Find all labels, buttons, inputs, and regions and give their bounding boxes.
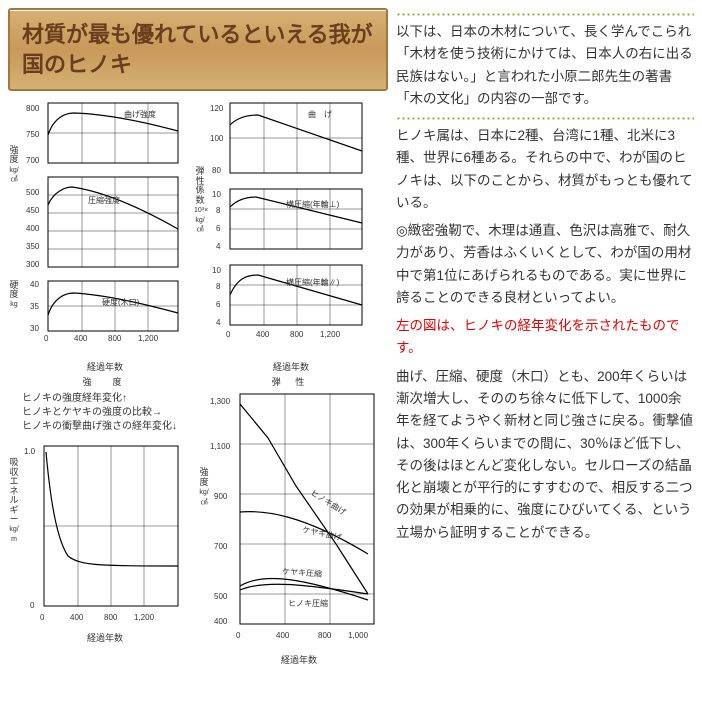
chart4-label4: ヒノキ圧縮 [288,598,328,608]
svg-text:700: 700 [26,156,40,165]
double-circle-mark: ◎ [396,220,408,242]
svg-text:4: 4 [216,318,221,327]
svg-text:6: 6 [216,224,221,233]
chart1-svg: 曲げ強度 700750800 圧縮強度 300350400450500 [20,97,190,357]
chart2-panel2-label: 横圧縮(年輪⊥) [286,199,340,209]
svg-text:35: 35 [30,302,39,311]
chart-elastic: 弾性係数10³×kg/㎠ 曲 げ 80100120 [194,97,376,388]
svg-text:400: 400 [26,224,40,233]
svg-text:400: 400 [70,613,84,622]
dot-separator-2 [396,116,694,121]
svg-text:450: 450 [26,206,40,215]
svg-text:80: 80 [212,166,221,175]
chart2-svg: 曲 げ 80100120 横圧縮(年輪⊥) 46810 [206,97,376,357]
svg-text:0: 0 [226,330,231,339]
chart4-svg: ヒノキ曲げ ケヤキ曲げ ケヤキ圧縮 ヒノキ圧縮 400 500 700 900 … [210,388,388,648]
body3-text: 曲げ、圧縮、硬度（木口）とも、200年くらいは漸次増大し、そののち徐々に低下して… [396,366,694,544]
svg-text:800: 800 [104,613,118,622]
chart-impact: 吸収エネルギーkg/m 1.0 0 0 400 800 1,200 [8,438,194,644]
svg-text:1,000: 1,000 [348,631,369,640]
chart3-xlabel: 経過年数 [20,631,190,644]
svg-text:6: 6 [216,300,221,309]
right-column: 以下は、日本の木材について、長く学んでこられ「木材を使う技術にかけては、日本人の… [396,8,694,666]
chart-comparison: 強度kg/㎠ [198,388,388,666]
chart1-panel3-label: 硬度(木口) [102,297,140,307]
body2-inner: 緻密強靭で、木理は通直、色沢は高雅で、耐久力があり、芳香はふくいくとして、わが国… [396,223,691,305]
svg-text:1,200: 1,200 [138,334,159,343]
svg-text:10: 10 [212,190,221,199]
svg-text:10: 10 [212,266,221,275]
svg-text:800: 800 [26,104,40,113]
red-caption: 左の図は、ヒノキの経年変化を示されたものです。 [396,315,694,360]
chart2-panel1-label: 曲 げ [308,109,332,119]
svg-text:900: 900 [214,492,228,501]
chart2-panel3-label: 横圧縮(年輪∥) [286,277,340,287]
svg-text:400: 400 [276,631,290,640]
svg-text:350: 350 [26,242,40,251]
svg-text:750: 750 [26,130,40,139]
chart4-xlabel: 経過年数 [210,653,388,666]
svg-text:1,200: 1,200 [320,330,341,339]
svg-text:500: 500 [26,188,40,197]
dot-separator-top [396,12,694,17]
svg-text:8: 8 [216,282,221,291]
svg-text:500: 500 [214,592,228,601]
svg-text:0: 0 [30,601,35,610]
chart2-ylabel: 弾性係数10³×kg/㎠ [194,167,206,233]
svg-text:120: 120 [210,104,224,113]
chart-strength: 強度kg/㎠ 硬度kg 曲げ強度 700 750 800 [8,97,190,388]
caption-block: ヒノキの強度経年変化↑ ヒノキとケヤキの強度の比較→ ヒノキの衝撃曲げ強さの経年… [8,388,194,438]
top-chart-row: 強度kg/㎠ 硬度kg 曲げ強度 700750800 [8,97,388,388]
svg-text:8: 8 [216,206,221,215]
svg-text:100: 100 [210,134,224,143]
chart1-ylabel-bot: 硬度kg [8,281,20,309]
svg-text:0: 0 [236,631,241,640]
svg-text:0: 0 [40,613,45,622]
chart1-panel1-label: 曲げ強度 [124,109,156,119]
chart4-label2: ケヤキ曲げ [302,525,343,543]
chart3-svg: 1.0 0 0 400 800 1,200 [20,438,190,628]
svg-text:800: 800 [290,330,304,339]
svg-text:800: 800 [108,334,122,343]
svg-text:300: 300 [26,260,40,269]
svg-text:1,200: 1,200 [134,613,155,622]
svg-text:700: 700 [214,542,228,551]
intro-text: 以下は、日本の木材について、長く学んでこられ「木材を使う技術にかけては、日本人の… [396,21,694,110]
left-column: 材質が最も優れているといえる我が国のヒノキ 強度kg/㎠ 硬度kg [8,8,388,666]
chart1-ylabel-top: 強度kg/㎠ [8,146,20,184]
page-title: 材質が最も優れているといえる我が国のヒノキ [8,8,388,91]
svg-text:1,300: 1,300 [210,397,231,406]
svg-text:1.0: 1.0 [24,447,36,456]
chart4-label3: ケヤキ圧縮 [282,566,323,579]
chart4-ylabel: 強度kg/㎠ [198,468,210,506]
body2-text: ◎緻密強靭で、木理は通直、色沢は高雅で、耐久力があり、芳香はふくいくとして、わが… [396,220,694,309]
body1-text: ヒノキ属は、日本に2種、台湾に1種、北米に3種、世界に6種ある。それらの中で、わ… [396,125,694,214]
chart3-ylabel: 吸収エネルギーkg/m [8,458,20,543]
svg-text:400: 400 [256,330,270,339]
bottom-chart-row: ヒノキの強度経年変化↑ ヒノキとケヤキの強度の比較→ ヒノキの衝撃曲げ強さの経年… [8,388,388,666]
svg-text:30: 30 [30,324,39,333]
svg-text:4: 4 [216,242,221,251]
chart1-panel2-label: 圧縮強度 [88,195,120,205]
svg-text:40: 40 [30,280,39,289]
svg-text:800: 800 [318,631,332,640]
svg-text:400: 400 [214,617,228,626]
chart1-group-label: 強 度 [20,375,190,388]
chart1-xlabel: 経過年数 [20,360,190,373]
chart2-xlabel: 経過年数 [206,360,376,373]
svg-text:0: 0 [44,334,49,343]
svg-text:1,100: 1,100 [210,442,231,451]
svg-text:400: 400 [74,334,88,343]
page: 材質が最も優れているといえる我が国のヒノキ 強度kg/㎠ 硬度kg [8,8,694,666]
chart2-group-label: 弾 性 [206,375,376,388]
